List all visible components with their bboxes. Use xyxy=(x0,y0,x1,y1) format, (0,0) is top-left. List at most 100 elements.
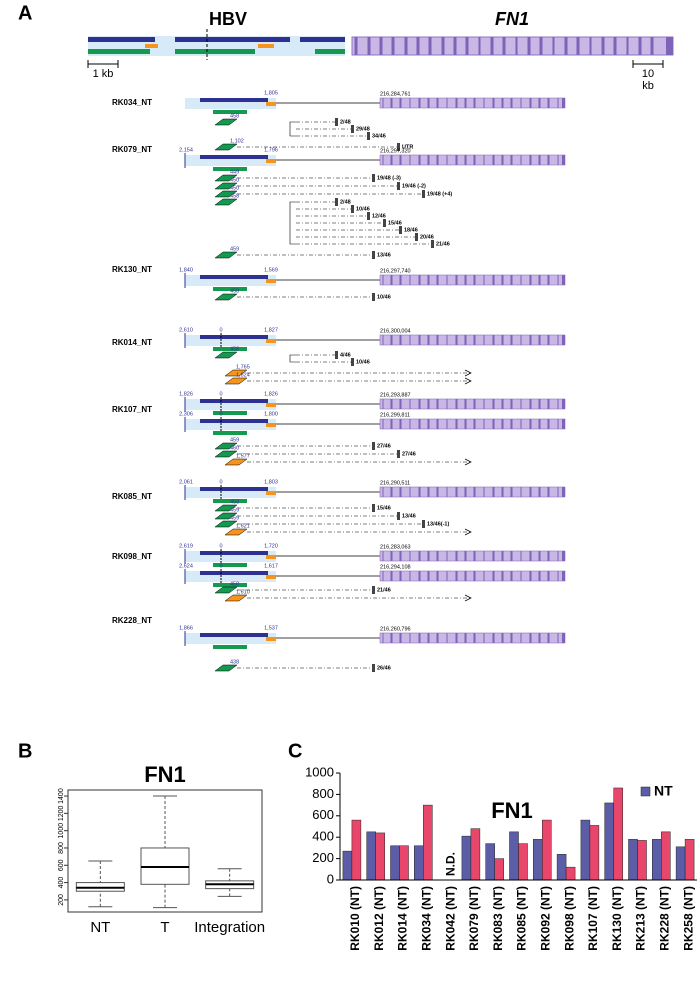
hit-label: 19/46 (-2) xyxy=(402,183,426,189)
hbv-start: 1,826 xyxy=(179,391,193,397)
fn1-coordinate: 216,294,108 xyxy=(380,564,411,570)
x-tick-label: RK034 (NT) xyxy=(419,886,433,951)
bar xyxy=(509,831,519,881)
hit-marker xyxy=(397,143,400,151)
read-green xyxy=(214,198,238,206)
read-orange xyxy=(224,369,248,377)
y-tick-label: 600 xyxy=(312,807,334,822)
fn1-title: FN1 xyxy=(495,9,529,29)
x-tick-label: RK107 (NT) xyxy=(586,886,600,951)
legend-box xyxy=(637,783,693,801)
hbv-region xyxy=(185,419,276,430)
bar xyxy=(399,845,409,881)
read-label: 458 xyxy=(230,113,239,119)
fn1-track xyxy=(379,632,566,644)
hbv-orf xyxy=(88,37,155,42)
fn1-track xyxy=(379,570,566,582)
annotation: N.D. xyxy=(443,852,457,876)
fn1-coordinate: 216,300,004 xyxy=(380,328,411,334)
hbv-bar xyxy=(213,645,247,649)
hbv-bar xyxy=(213,431,247,435)
read-label: 450 xyxy=(230,185,239,191)
read-label: 458 xyxy=(230,499,239,505)
hbv-bar xyxy=(200,98,268,102)
read-green xyxy=(214,118,238,126)
legend-swatch xyxy=(640,786,651,797)
hbv-end: 1,805 xyxy=(264,90,278,96)
read-green xyxy=(214,190,238,198)
fn1-coordinate: 216,284,761 xyxy=(380,91,411,97)
y-tick-label: 0 xyxy=(327,871,334,886)
fn1-cap xyxy=(562,155,565,165)
y-tick-label: 1400 xyxy=(58,788,65,804)
hbv-zero: 0 xyxy=(219,327,222,333)
hit-marker xyxy=(367,132,370,140)
hit-label: 12/46 xyxy=(372,213,386,219)
x-tick-label: Integration xyxy=(194,919,265,936)
fn1-coordinate: 216,297,320 xyxy=(380,148,411,154)
read-label: 458 xyxy=(230,288,239,294)
read-green xyxy=(214,293,238,301)
fn1-cap xyxy=(562,551,565,561)
chart-title: FN1 xyxy=(491,798,533,823)
bar xyxy=(414,845,424,881)
hbv-start: 2,306 xyxy=(179,411,193,417)
read-label: 458 xyxy=(230,346,239,352)
sample-name: RK014_NT xyxy=(112,338,152,347)
bar xyxy=(628,839,638,881)
y-tick-label: 800 xyxy=(58,842,65,854)
hbv-end: 1,800 xyxy=(264,411,278,417)
panel-label: A xyxy=(18,2,32,24)
hbv-region xyxy=(185,275,276,286)
hit-label: 13/46 xyxy=(377,252,391,258)
bar xyxy=(604,802,614,881)
y-tick-label: 1000 xyxy=(58,823,65,839)
read-label: 438 xyxy=(230,659,239,665)
hit-marker xyxy=(372,174,375,182)
hit-marker xyxy=(399,226,402,234)
hit-marker xyxy=(431,240,434,248)
y-tick-label: 600 xyxy=(58,859,65,871)
hbv-zero: 0 xyxy=(219,479,222,485)
panel-label: B xyxy=(18,740,32,762)
hbv-start: 2,061 xyxy=(179,479,193,485)
sample-name: RK098_NT xyxy=(112,552,152,561)
y-tick-label: 200 xyxy=(58,894,65,906)
bar xyxy=(494,858,504,881)
hit-label: 29/48 xyxy=(356,126,370,132)
hbv-bar xyxy=(213,563,247,567)
sample-name: RK107_NT xyxy=(112,405,152,414)
fn1-cap xyxy=(666,37,673,55)
hbv-bar xyxy=(200,571,268,575)
fn1-cap xyxy=(562,275,565,285)
hbv-bar xyxy=(266,423,276,427)
hit-marker xyxy=(422,190,425,198)
bar xyxy=(518,843,528,881)
hit-marker xyxy=(372,504,375,512)
read-orange xyxy=(224,528,248,536)
hit-marker xyxy=(415,233,418,241)
fn1-coordinate: 216,283,063 xyxy=(380,544,411,550)
hbv-end: 1,803 xyxy=(264,479,278,485)
bar xyxy=(565,866,576,881)
read-orange xyxy=(224,594,248,602)
fn1-coordinate: 216,260,796 xyxy=(380,626,411,632)
hbv-bar xyxy=(200,551,268,555)
hbv-orf xyxy=(300,37,345,42)
hbv-bar xyxy=(266,279,276,283)
hit-marker xyxy=(335,351,338,359)
x-tick-label: RK130 (NT) xyxy=(610,886,624,951)
hit-marker xyxy=(397,182,400,190)
hbv-bar xyxy=(213,287,247,291)
read-label: 459 xyxy=(230,437,239,443)
hit-label: 10/46 xyxy=(377,294,391,300)
y-tick-label: 800 xyxy=(312,786,334,801)
hbv-end: 1,720 xyxy=(264,543,278,549)
hit-marker xyxy=(372,293,375,301)
read-green xyxy=(214,251,238,259)
hbv-start: 2,624 xyxy=(179,563,193,569)
fn1-coordinate: 216,299,811 xyxy=(380,412,410,418)
plot-frame xyxy=(67,789,263,913)
hit-marker xyxy=(335,118,338,126)
